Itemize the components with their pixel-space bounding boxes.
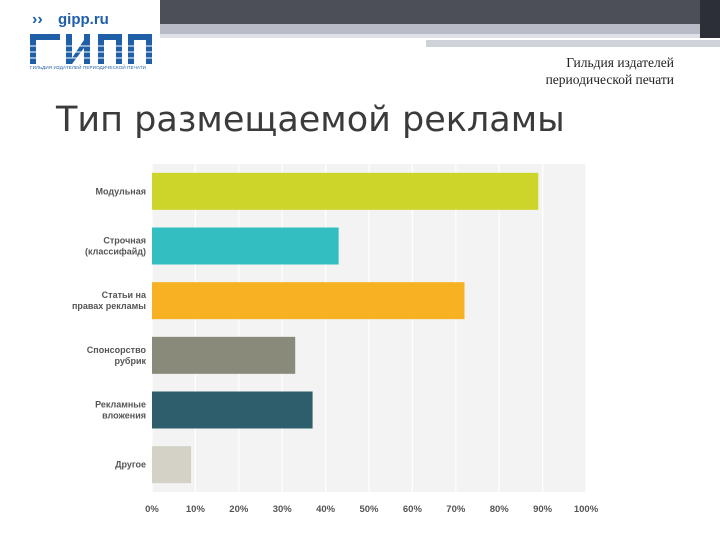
x-tick-label: 10% (186, 504, 206, 515)
x-tick-label: 50% (359, 504, 379, 515)
slide-title: Тип размещаемой рекламы (56, 100, 565, 140)
x-tick-label: 0% (145, 504, 159, 515)
category-label: Модульная (95, 186, 146, 196)
bar (152, 446, 192, 484)
gipp-logo: ›› gipp.ru ГИЛЬДИЯ ИЗДАТЕЛЕЙ ПЕРИОДИЧЕСК… (26, 10, 157, 76)
logo-site-name: gipp.ru (58, 11, 109, 28)
x-tick-label: 70% (446, 504, 466, 515)
x-tick-label: 80% (490, 504, 510, 515)
chart-svg: 0% 10% 20% 30% 40% 50% 60% 70% 80% 90% 100% Модульн… (72, 164, 599, 515)
guild-name: Гильдия издателей периодической печати (434, 54, 674, 88)
bar (152, 336, 296, 374)
header-band-corner (700, 0, 720, 38)
logo-caption: ГИЛЬДИЯ ИЗДАТЕЛЕЙ ПЕРИОДИЧЕСКОЙ ПЕЧАТИ (30, 65, 147, 70)
category-label: Строчная (103, 236, 146, 246)
x-tick-label: 100% (574, 504, 599, 515)
bar (152, 282, 465, 320)
category-label: Спонсорство (87, 345, 147, 355)
chevron-right-icon: ›› (32, 11, 43, 28)
category-label: вложения (102, 411, 146, 421)
ad-type-chart: 0% 10% 20% 30% 40% 50% 60% 70% 80% 90% 100% Модульн… (60, 160, 600, 520)
bar (152, 172, 539, 210)
category-label: Рекламные (95, 400, 146, 410)
header-band-dark (160, 0, 700, 24)
guild-line-2: периодической печати (545, 72, 674, 87)
category-label: правах рекламы (72, 301, 146, 311)
header-band-mid (160, 24, 700, 34)
x-tick-label: 90% (533, 504, 553, 515)
guild-line-1: Гильдия издателей (566, 55, 674, 70)
category-label: Статьи на (102, 290, 147, 300)
bar (152, 227, 339, 265)
header-band-light (160, 34, 700, 38)
x-tick-label: 60% (403, 504, 423, 515)
x-tick-label: 20% (229, 504, 249, 515)
header-band-stripe (426, 40, 720, 47)
gipp-logo-mark (30, 30, 154, 64)
x-tick-label: 40% (316, 504, 336, 515)
category-label: (классифайд) (85, 247, 146, 257)
category-label: Другое (115, 460, 146, 470)
bar (152, 391, 313, 429)
x-tick-label: 30% (273, 504, 293, 515)
category-label: рубрик (115, 356, 147, 366)
